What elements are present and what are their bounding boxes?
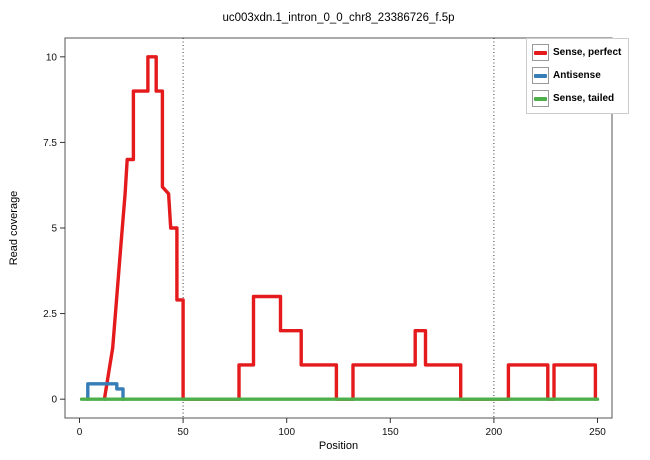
y-tick-label: 0 (51, 395, 57, 406)
x-tick-label: 0 (77, 427, 83, 438)
y-tick-label: 2.5 (43, 309, 57, 320)
legend-item: Sense, perfect (532, 44, 621, 61)
legend-label: Sense, tailed (553, 93, 615, 104)
y-tick-label: 5 (51, 224, 57, 235)
x-tick-label: 100 (278, 427, 295, 438)
x-axis-label: Position (318, 440, 359, 452)
legend-label: Antisense (553, 70, 601, 81)
y-axis-label: Read coverage (8, 190, 20, 266)
legend-item: Antisense (532, 67, 621, 84)
x-tick-label: 150 (382, 427, 399, 438)
chart-title: uc003xdn.1_intron_0_0_chr8_23386726_f.5p (222, 12, 455, 24)
legend-label: Sense, perfect (553, 47, 622, 58)
legend-key-swatch (532, 90, 549, 107)
panel-border (64, 37, 613, 419)
x-tick-label: 200 (486, 427, 503, 438)
y-tick-label: 10 (46, 52, 58, 63)
legend-key-swatch (532, 67, 549, 84)
series-antisense-line (86, 382, 125, 401)
legend-key-line-icon (534, 50, 547, 55)
x-tick-label: 250 (589, 427, 606, 438)
legend-key-line-icon (534, 96, 547, 101)
x-tick-label: 50 (178, 427, 190, 438)
legend: Sense, perfect Antisense Sense, tailed (526, 38, 630, 114)
legend-key-line-icon (534, 73, 547, 78)
legend-item: Sense, tailed (532, 90, 621, 107)
y-tick-label: 7.5 (43, 138, 57, 149)
legend-key-swatch (532, 44, 549, 61)
